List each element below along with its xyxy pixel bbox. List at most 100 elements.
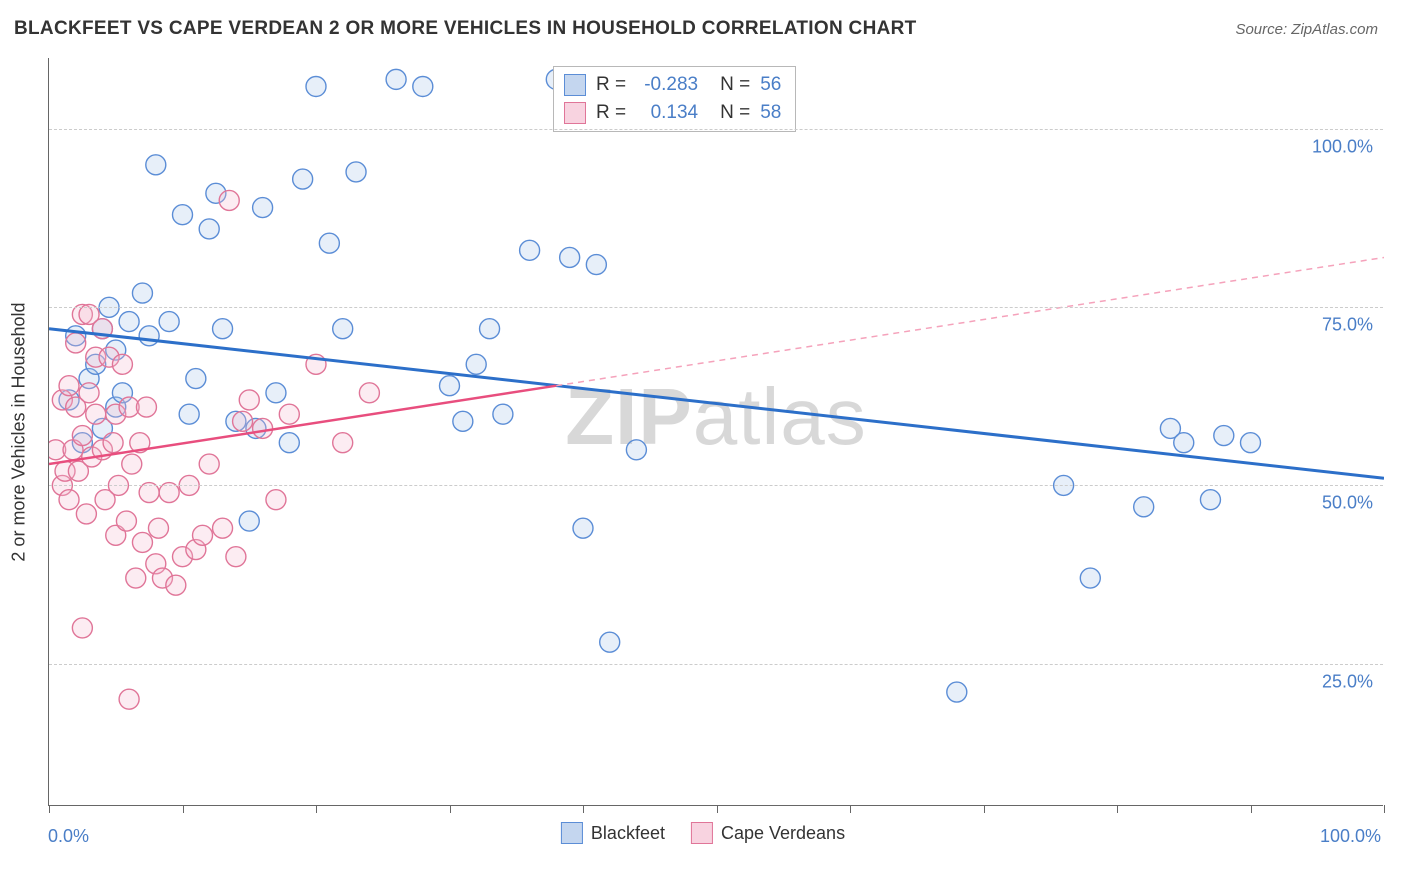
x-tick	[183, 805, 184, 813]
legend-item: Cape Verdeans	[691, 822, 845, 844]
legend-swatch	[564, 74, 586, 96]
source-label: Source: ZipAtlas.com	[1235, 21, 1378, 38]
data-point	[1200, 490, 1220, 510]
data-point	[213, 518, 233, 538]
data-point	[179, 404, 199, 424]
data-point	[122, 454, 142, 474]
data-point	[560, 247, 580, 267]
data-point	[1080, 568, 1100, 588]
chart-title: BLACKFEET VS CAPE VERDEAN 2 OR MORE VEHI…	[14, 18, 917, 40]
data-point	[266, 490, 286, 510]
x-max-label: 100.0%	[1320, 826, 1381, 847]
data-point	[239, 390, 259, 410]
data-point	[600, 632, 620, 652]
x-min-label: 0.0%	[48, 826, 89, 847]
data-point	[266, 383, 286, 403]
data-point	[413, 76, 433, 96]
data-point	[132, 532, 152, 552]
x-tick	[583, 805, 584, 813]
data-point	[279, 433, 299, 453]
data-point	[116, 511, 136, 531]
y-tick-label: 25.0%	[1322, 671, 1373, 692]
data-point	[233, 411, 253, 431]
data-point	[186, 369, 206, 389]
data-point	[226, 547, 246, 567]
data-point	[199, 454, 219, 474]
y-axis-label: 2 or more Vehicles in Household	[9, 302, 30, 561]
legend-row: R =0.134N =58	[564, 99, 781, 127]
legend-label: Cape Verdeans	[721, 823, 845, 844]
chart-area: 2 or more Vehicles in Household ZIPatlas…	[48, 58, 1383, 806]
correlation-legend: R =-0.283N =56R =0.134N =58	[553, 66, 796, 132]
x-tick	[850, 805, 851, 813]
data-point	[1214, 426, 1234, 446]
x-tick	[450, 805, 451, 813]
data-point	[293, 169, 313, 189]
series-legend: Blackfeet Cape Verdeans	[561, 822, 845, 844]
data-point	[59, 376, 79, 396]
legend-item: Blackfeet	[561, 822, 665, 844]
data-point	[480, 319, 500, 339]
data-point	[359, 383, 379, 403]
data-point	[573, 518, 593, 538]
r-label: R =	[596, 74, 626, 96]
legend-label: Blackfeet	[591, 823, 665, 844]
x-tick	[49, 805, 50, 813]
data-point	[626, 440, 646, 460]
n-label: N =	[720, 102, 750, 124]
trend-line-dashed	[556, 257, 1384, 385]
data-point	[253, 198, 273, 218]
data-point	[119, 689, 139, 709]
x-tick	[316, 805, 317, 813]
data-point	[219, 190, 239, 210]
data-point	[453, 411, 473, 431]
data-point	[166, 575, 186, 595]
data-point	[173, 205, 193, 225]
header: BLACKFEET VS CAPE VERDEAN 2 OR MORE VEHI…	[0, 0, 1406, 46]
data-point	[86, 404, 106, 424]
gridline	[49, 664, 1383, 665]
data-point	[947, 682, 967, 702]
legend-swatch	[564, 102, 586, 124]
plot-area: 2 or more Vehicles in Household ZIPatlas…	[48, 58, 1383, 806]
data-point	[66, 333, 86, 353]
r-label: R =	[596, 102, 626, 124]
r-value: 0.134	[636, 102, 698, 124]
data-point	[493, 404, 513, 424]
gridline	[49, 307, 1383, 308]
data-point	[466, 354, 486, 374]
y-tick-label: 75.0%	[1322, 315, 1373, 336]
data-point	[79, 383, 99, 403]
data-point	[1174, 433, 1194, 453]
data-point	[119, 312, 139, 332]
data-point	[72, 618, 92, 638]
legend-swatch	[691, 822, 713, 844]
data-point	[72, 426, 92, 446]
data-point	[440, 376, 460, 396]
data-point	[319, 233, 339, 253]
data-point	[146, 155, 166, 175]
data-point	[148, 518, 168, 538]
y-tick-label: 100.0%	[1312, 137, 1373, 158]
data-point	[112, 354, 132, 374]
data-point	[306, 76, 326, 96]
data-point	[1134, 497, 1154, 517]
data-point	[159, 312, 179, 332]
n-value: 56	[760, 74, 781, 96]
gridline	[49, 129, 1383, 130]
data-point	[520, 240, 540, 260]
data-point	[1241, 433, 1261, 453]
gridline	[49, 485, 1383, 486]
data-point	[213, 319, 233, 339]
y-tick-label: 50.0%	[1322, 493, 1373, 514]
data-point	[76, 504, 96, 524]
data-point	[59, 490, 79, 510]
x-tick	[1384, 805, 1385, 813]
data-point	[346, 162, 366, 182]
x-tick	[717, 805, 718, 813]
data-point	[253, 418, 273, 438]
x-tick	[1117, 805, 1118, 813]
data-point	[139, 326, 159, 346]
data-point	[333, 319, 353, 339]
data-point	[103, 433, 123, 453]
